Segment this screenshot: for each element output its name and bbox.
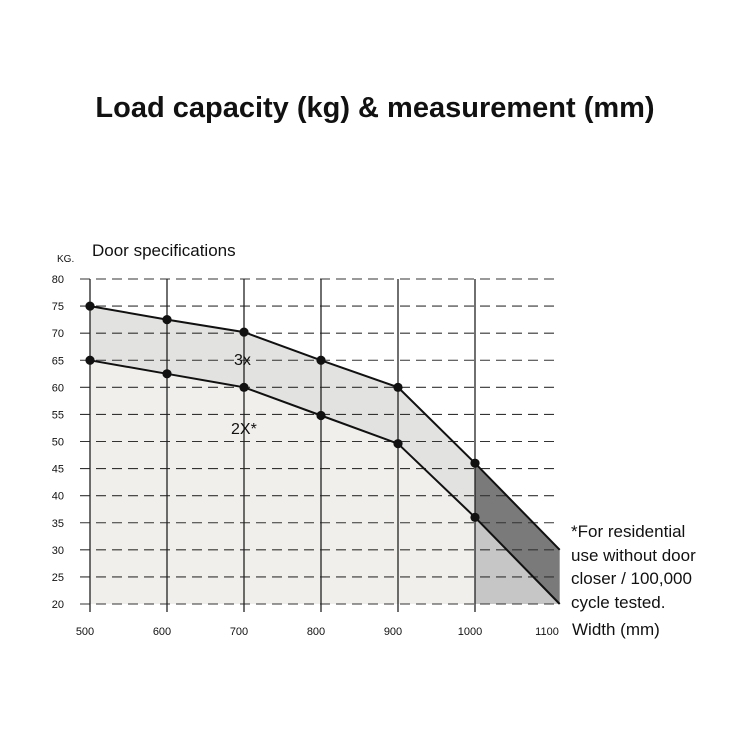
y-tick-label: 65 <box>52 355 64 367</box>
data-point <box>85 355 95 365</box>
y-tick-label: 40 <box>52 491 64 503</box>
data-point <box>85 301 95 311</box>
y-tick-label: 75 <box>52 301 64 313</box>
x-tick-label: 600 <box>153 626 171 638</box>
y-tick-label: 45 <box>52 464 64 476</box>
data-point <box>470 512 480 522</box>
data-point <box>393 439 403 449</box>
footnote: *For residential use without door closer… <box>571 520 741 614</box>
footnote-line: use without door <box>571 545 696 565</box>
footnote-line: cycle tested. <box>571 592 666 612</box>
area-below-2x <box>90 360 475 604</box>
y-tick-label: 80 <box>52 274 64 286</box>
x-axis-label: Width (mm) <box>572 620 660 639</box>
data-point <box>316 355 326 365</box>
line-layer <box>85 301 561 605</box>
footnote-line: *For residential <box>571 522 686 541</box>
footnote-line: closer / 100,000 <box>571 569 692 588</box>
text-layer: 20 25 30 35 40 45 50 55 60 65 70 75 80 500 600 700 800 90… <box>52 241 660 639</box>
y-tick-label: 20 <box>52 599 64 611</box>
chart-title: Load capacity (kg) & measurement (mm) <box>95 92 655 124</box>
x-tick-label: 500 <box>76 626 94 638</box>
x-tick-label: 900 <box>384 626 402 638</box>
x-tick-label: 1000 <box>458 626 482 638</box>
y-tick-label: 60 <box>52 382 64 394</box>
x-tick-label: 1100 <box>535 626 559 638</box>
y-axis-label: KG. <box>57 254 74 265</box>
x-tick-label: 700 <box>230 626 248 638</box>
data-point <box>316 410 326 421</box>
series-label-3x: 3x <box>234 352 251 369</box>
data-point <box>239 327 249 337</box>
area-band-beyond <box>475 463 560 604</box>
area-band-3x <box>90 306 475 518</box>
area-layer <box>90 306 560 604</box>
y-tick-label: 55 <box>52 409 64 421</box>
y-tick-label: 50 <box>52 437 64 449</box>
data-point <box>239 382 249 392</box>
data-point <box>162 315 172 325</box>
data-point <box>162 369 172 379</box>
data-point <box>393 382 403 392</box>
chart-subtitle: Door specifications <box>92 241 236 260</box>
y-tick-label: 70 <box>52 328 64 340</box>
y-tick-label: 25 <box>52 572 64 584</box>
y-tick-label: 35 <box>52 518 64 530</box>
x-tick-label: 800 <box>307 626 325 638</box>
data-point <box>470 458 480 468</box>
y-tick-label: 30 <box>52 545 64 557</box>
series-label-2x: 2X* <box>231 421 257 438</box>
